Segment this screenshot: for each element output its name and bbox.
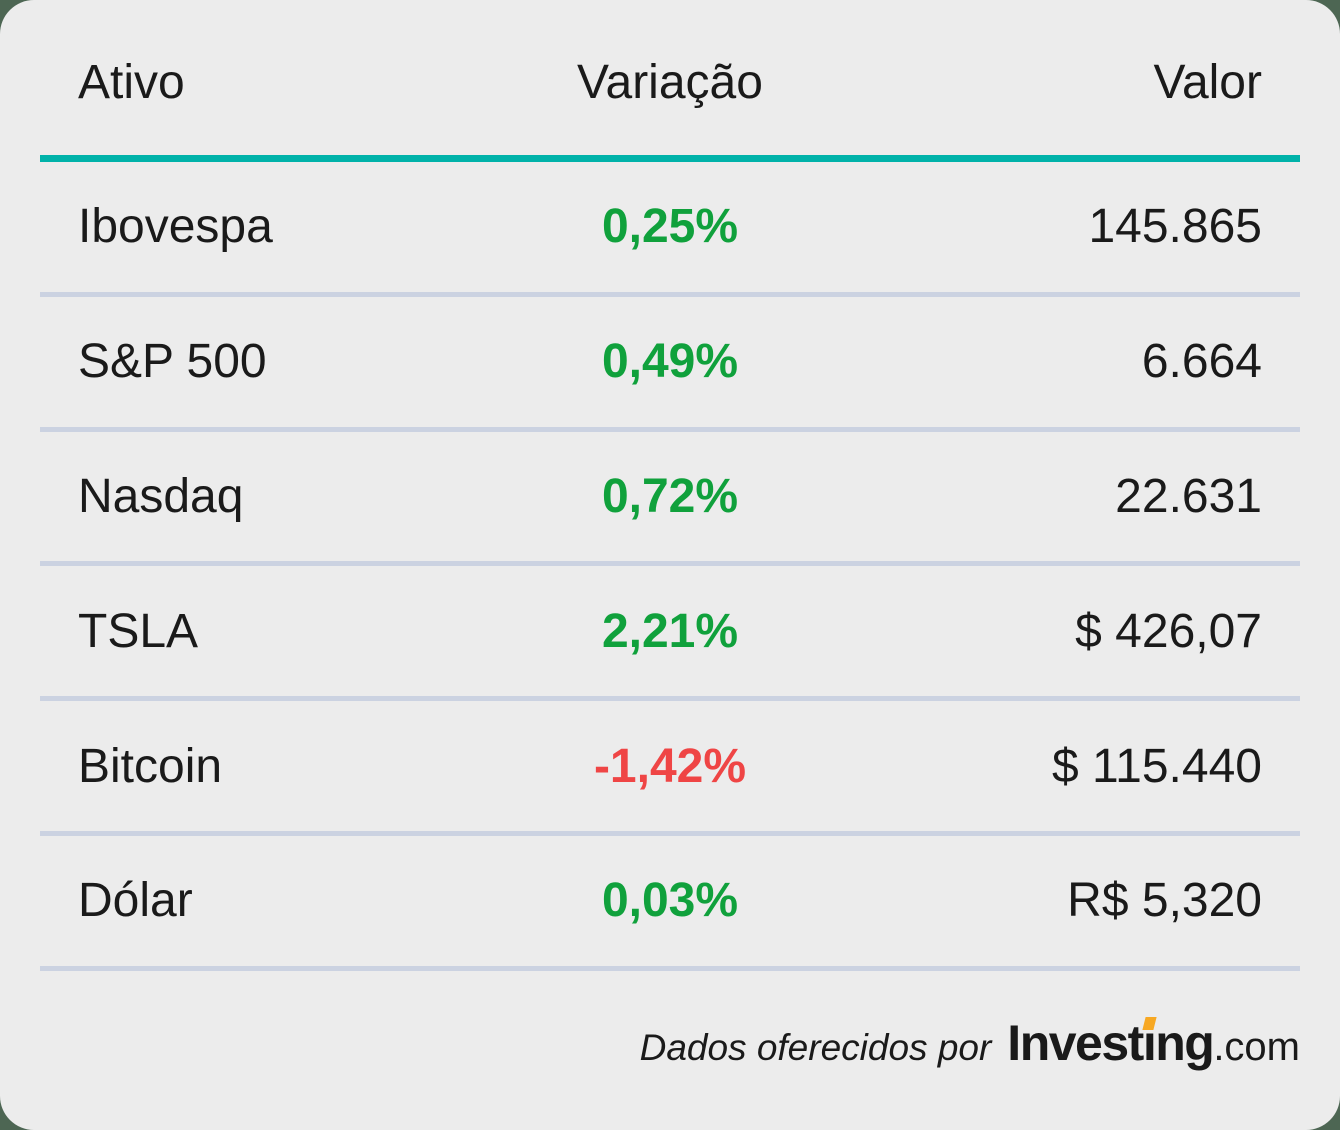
asset-name: Dólar (78, 874, 193, 928)
table-row: Nasdaq 0,72% 22.631 (40, 432, 1300, 567)
header-valor: Valor (1153, 56, 1262, 109)
asset-value: 145.865 (1088, 200, 1262, 254)
table-row: Bitcoin -1,42% $ 115.440 (40, 701, 1300, 836)
footer: Dados oferecidos por Invest ıng .com (0, 971, 1340, 1130)
asset-value: $ 426,07 (1075, 604, 1262, 658)
asset-value: R$ 5,320 (1067, 874, 1262, 928)
asset-name: TSLA (78, 604, 199, 658)
table-row: S&P 500 0,49% 6.664 (40, 297, 1300, 432)
logo-text-i: ı (1142, 1014, 1157, 1071)
header-accent-line (40, 155, 1300, 162)
table-row: Ibovespa 0,25% 145.865 (40, 162, 1300, 297)
asset-change: 0,25% (601, 200, 739, 254)
asset-name: Bitcoin (78, 739, 223, 793)
asset-value: 6.664 (1141, 335, 1262, 389)
logo-wordmark: Invest ıng (1007, 1014, 1215, 1071)
attribution-text: Dados oferecidos por (639, 1026, 992, 1068)
table-row: Dólar 0,03% R$ 5,320 (40, 836, 1300, 971)
asset-change: 0,03% (601, 874, 739, 928)
logo-text-invest: Invest (1007, 1014, 1144, 1071)
logo-i: ı (1142, 1014, 1157, 1071)
asset-name: Ibovespa (78, 200, 273, 254)
header-variacao: Variação (577, 56, 763, 109)
asset-name: Nasdaq (78, 469, 244, 523)
asset-change: -1,42% (593, 739, 747, 793)
asset-change: 2,21% (601, 604, 739, 658)
asset-change: 0,49% (601, 335, 739, 389)
header-ativo: Ativo (78, 56, 185, 109)
table-row: TSLA 2,21% $ 426,07 (40, 566, 1300, 702)
asset-name: S&P 500 (78, 335, 267, 389)
asset-change: 0,72% (601, 469, 739, 523)
logo-text-ng: ng (1155, 1014, 1215, 1071)
logo-com: .com (1213, 1024, 1300, 1069)
investing-logo[interactable]: Invest ıng .com (1007, 1014, 1300, 1071)
asset-value: 22.631 (1115, 469, 1262, 523)
table-header: Ativo Variação Valor (40, 0, 1300, 155)
asset-value: $ 115.440 (1052, 739, 1262, 793)
